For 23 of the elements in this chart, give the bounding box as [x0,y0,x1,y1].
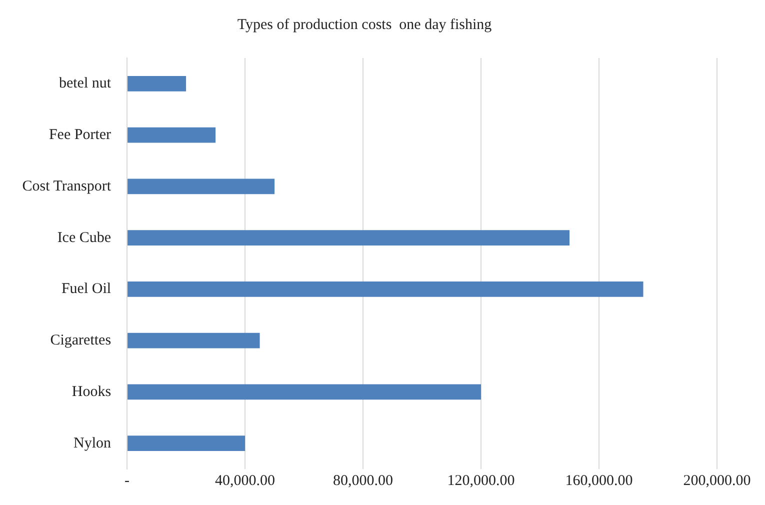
chart-title: Types of production costs one day fishing [237,16,492,33]
y-tick-label: Hooks [72,384,112,400]
bar [128,178,275,194]
y-tick-label: Nylon [74,435,112,452]
bar [128,436,246,452]
y-tick-label: Fee Porter [48,127,112,143]
x-tick-label: 200,000.00 [683,472,751,489]
bar [128,384,482,400]
bar [128,230,570,246]
y-tick-label: Cigarettes [50,332,112,348]
x-tick-label: 80,000.00 [333,472,394,489]
bar [128,332,260,348]
bar [128,281,644,297]
x-tick-label: 40,000.00 [215,472,276,489]
x-tick-label: - [124,472,130,489]
y-tick-label: Ice Cube [57,230,112,246]
x-tick-label: 160,000.00 [565,472,633,489]
x-tick-label: 120,000.00 [447,472,515,489]
y-tick-label: Fuel Oil [61,281,112,298]
y-tick-label: Cost Transport [22,178,112,194]
bar [128,127,216,143]
y-tick-label: betel nut [58,76,112,92]
bar [128,76,186,92]
